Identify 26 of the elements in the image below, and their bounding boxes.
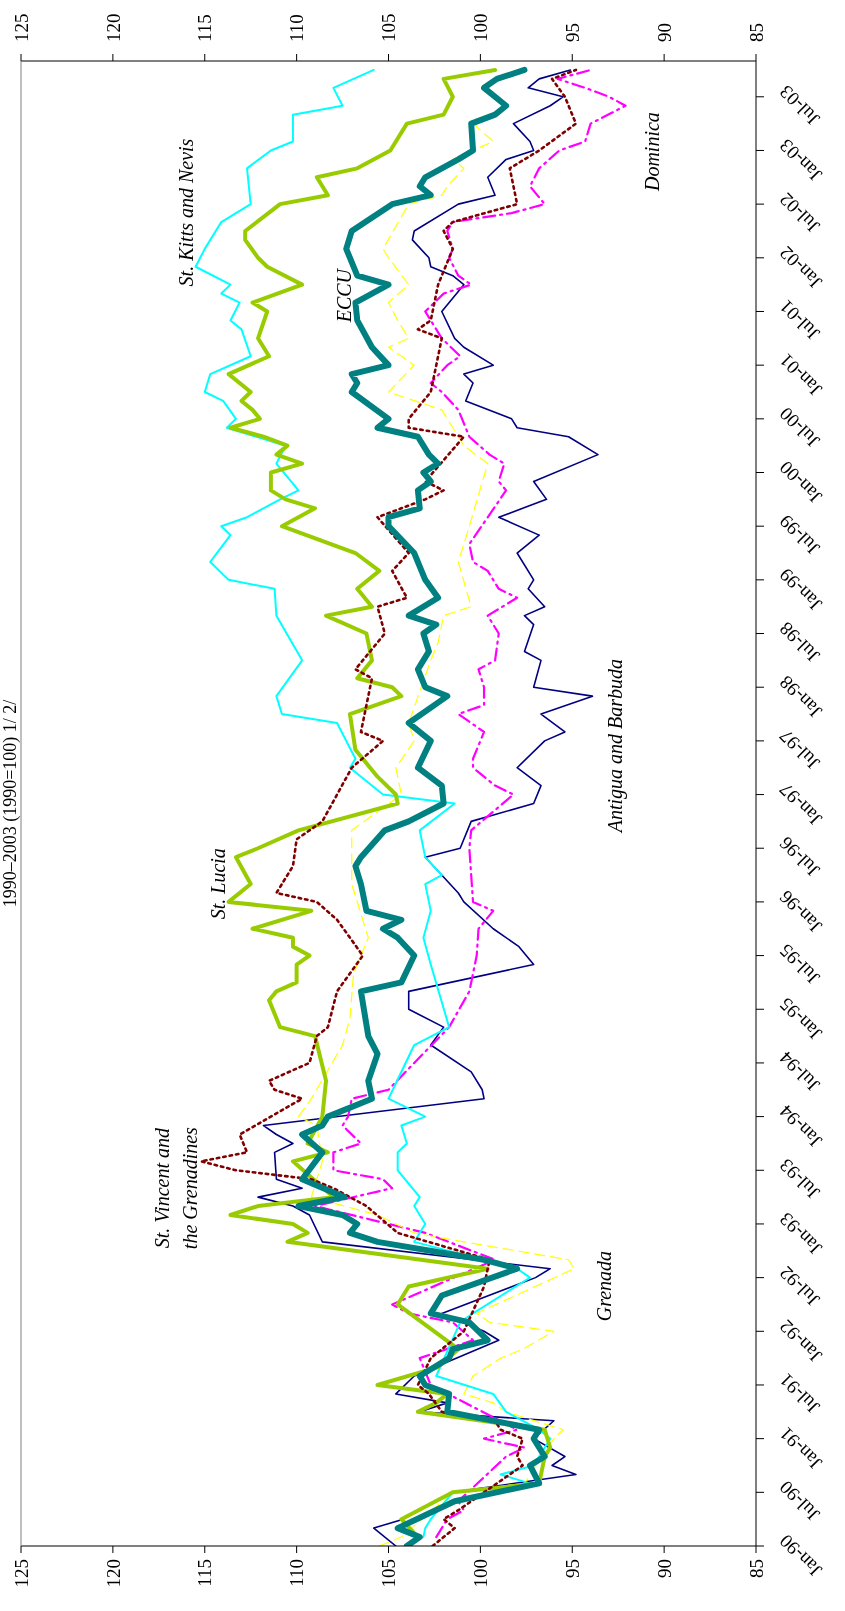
text: St. Lucia: [206, 848, 229, 920]
x2-tick-label: 100: [470, 13, 492, 42]
x2-tick-label: 90: [653, 23, 675, 42]
text: St. Vincent and the Grenadines: [151, 1126, 202, 1250]
x-tick-label: 125: [10, 1559, 32, 1588]
x-tick-label: 110: [286, 1559, 308, 1587]
x-tick-label: 115: [194, 1559, 216, 1587]
text: Dominica: [640, 112, 663, 193]
x-tick-label: 100: [470, 1559, 492, 1588]
x2-tick-label: 95: [561, 23, 583, 42]
text: 1990–2003 (1990=100) 1/ 2/: [0, 699, 21, 908]
text: Grenada: [592, 1250, 615, 1322]
x2-tick-label: 110: [286, 14, 308, 42]
x-tick-label: 85: [745, 1559, 767, 1578]
x2-tick-label: 120: [102, 13, 124, 42]
text: St. Kitts and Nevis: [175, 138, 198, 287]
text: Antigua and Barbuda: [603, 658, 627, 835]
text: ECCU: [333, 267, 356, 324]
x2-tick-label: 105: [378, 13, 400, 42]
x2-tick-label: 115: [194, 14, 216, 42]
x-tick-label: 90: [653, 1559, 675, 1578]
x-tick-label: 95: [561, 1559, 583, 1578]
x-tick-label: 120: [102, 1559, 124, 1588]
x-tick-label: 105: [378, 1559, 400, 1588]
x2-tick-label: 85: [745, 23, 767, 42]
x2-tick-label: 125: [10, 13, 32, 42]
